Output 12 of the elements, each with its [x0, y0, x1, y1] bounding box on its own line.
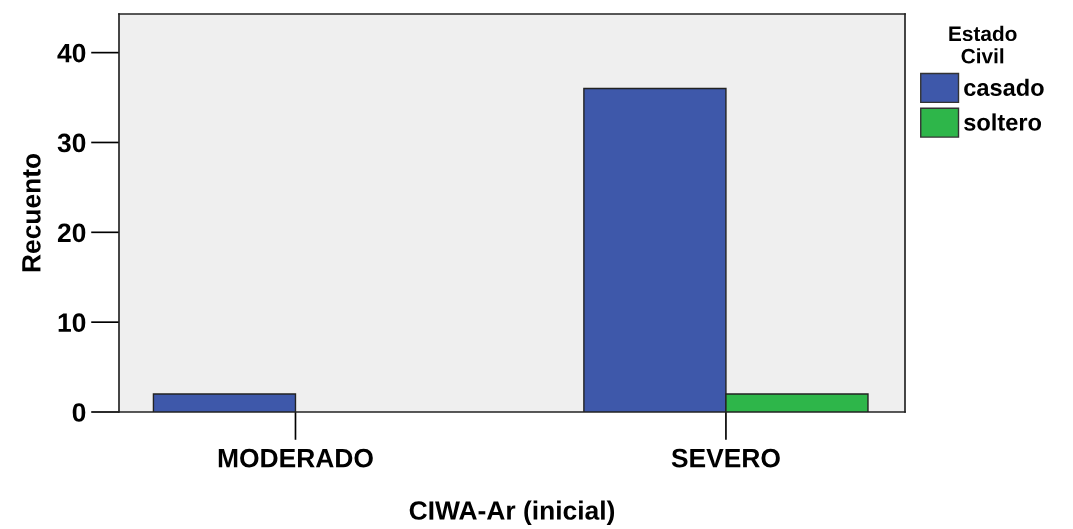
y-tick-label: 30 [57, 133, 86, 153]
y-axis-title: Recuento [22, 153, 41, 272]
y-tick-label: 0 [72, 403, 86, 422]
y-tick-label: 20 [57, 223, 86, 243]
legend-label: soltero [964, 113, 1042, 131]
legend-title: Estado Civil [949, 25, 1017, 64]
x-axis-title: CIWA-Ar (inicial) [409, 500, 615, 526]
y-tick-label: 40 [57, 43, 86, 63]
x-tick-label: SEVERO [671, 448, 780, 468]
x-tick-label: MODERADO [218, 448, 373, 468]
legend-label: casado [964, 78, 1044, 96]
y-tick-label: 10 [58, 313, 86, 332]
